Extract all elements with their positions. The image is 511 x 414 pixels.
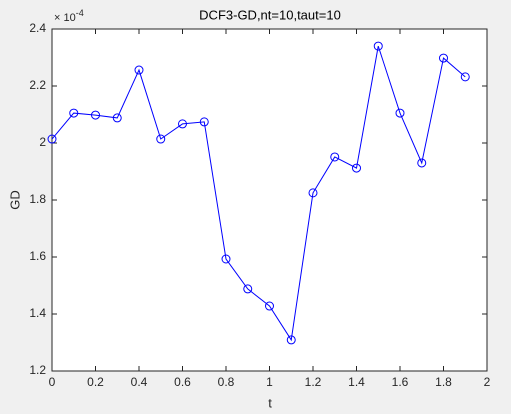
y-tick-label: 1.4 [29,306,46,320]
data-point [243,284,253,294]
x-tick-label: 0.8 [218,375,235,389]
data-point [286,335,296,345]
x-tick-label: 0.4 [131,375,148,389]
data-point [265,301,274,311]
data-point [417,158,427,168]
y-multiplier: × 10-4 [54,8,84,24]
data-point [221,254,231,264]
y-tick-label: 2.2 [29,78,46,92]
data-point [395,108,405,118]
x-tick-label: 1.4 [348,375,365,389]
y-tick-label: 1.8 [29,192,46,206]
data-point [352,163,361,173]
x-axis-label: t [268,395,272,410]
y-tick-label: 1.6 [29,249,46,263]
data-point [156,134,166,144]
data-point [199,117,209,127]
data-point [69,108,79,118]
y-multiplier-base: × 10 [54,12,76,24]
series-line [51,45,466,342]
x-tick-label: 2 [484,375,491,389]
x-tick-label: 1.2 [305,375,322,389]
data-point [373,41,383,51]
data-point [439,53,448,63]
y-tick-label: 1.2 [29,363,46,377]
chart-title: DCF3-GD,nt=10,taut=10 [199,7,341,22]
x-tick-label: 1 [266,375,273,389]
x-tick-label: 0.2 [87,375,104,389]
data-point [178,119,187,129]
y-multiplier-exponent: -4 [76,8,84,18]
data-point [112,113,122,123]
data-point [330,152,340,162]
y-tick-label: 2 [39,135,46,149]
y-axis-label: GD [7,190,22,210]
x-tick-label: 1.6 [392,375,409,389]
data-point [460,72,470,82]
x-tick-label: 0 [49,375,56,389]
y-tick-label: 2.4 [29,21,46,35]
x-tick-label: 1.8 [435,375,452,389]
data-point [134,65,144,75]
data-point [308,188,318,198]
plot-area [51,28,488,372]
data-point [47,134,57,144]
data-point [91,110,100,120]
x-tick-label: 0.6 [174,375,191,389]
